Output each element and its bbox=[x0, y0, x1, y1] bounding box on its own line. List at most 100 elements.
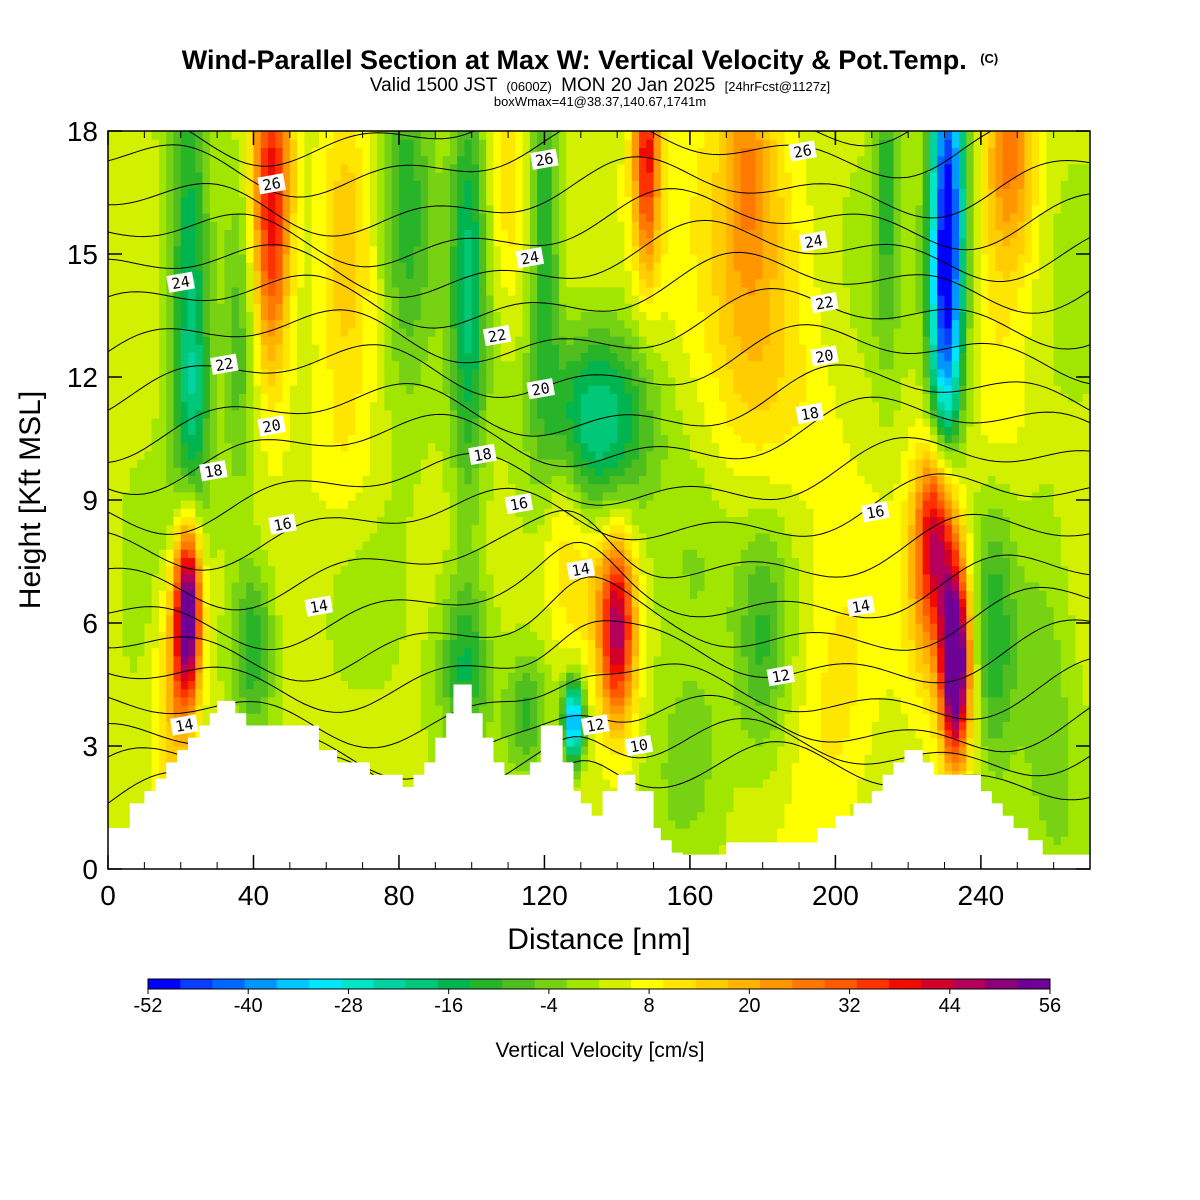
velocity-cell bbox=[391, 426, 400, 435]
velocity-cell bbox=[282, 311, 291, 321]
velocity-cell bbox=[420, 163, 429, 173]
velocity-cell bbox=[275, 532, 284, 542]
velocity-cell bbox=[188, 409, 196, 419]
velocity-cell bbox=[384, 614, 393, 624]
velocity-cell bbox=[231, 573, 240, 583]
velocity-cell bbox=[166, 172, 175, 181]
velocity-cell bbox=[108, 557, 116, 567]
velocity-cell bbox=[464, 336, 473, 345]
velocity-cell bbox=[202, 237, 211, 247]
velocity-cell bbox=[268, 377, 276, 386]
velocity-cell bbox=[486, 655, 495, 665]
velocity-cell bbox=[493, 705, 502, 714]
velocity-cell bbox=[318, 327, 327, 337]
velocity-cell bbox=[377, 459, 386, 468]
velocity-cell bbox=[144, 475, 153, 485]
velocity-cell bbox=[217, 573, 225, 583]
velocity-cell bbox=[478, 598, 487, 608]
velocity-cell bbox=[151, 213, 160, 222]
velocity-cell bbox=[180, 705, 189, 714]
velocity-cell bbox=[180, 631, 189, 640]
velocity-cell bbox=[471, 639, 480, 649]
velocity-cell bbox=[340, 286, 349, 296]
velocity-cell bbox=[129, 393, 138, 403]
velocity-cell bbox=[122, 467, 131, 476]
velocity-cell bbox=[369, 450, 378, 460]
velocity-cell bbox=[238, 401, 247, 411]
velocity-cell bbox=[144, 139, 153, 148]
velocity-cell bbox=[493, 614, 502, 624]
velocity-cell bbox=[478, 336, 487, 345]
velocity-cell bbox=[413, 508, 422, 517]
velocity-cell bbox=[297, 180, 305, 189]
velocity-cell bbox=[304, 631, 313, 640]
velocity-cell bbox=[224, 319, 233, 329]
velocity-cell bbox=[384, 680, 393, 690]
velocity-cell bbox=[209, 213, 218, 222]
velocity-cell bbox=[413, 163, 422, 173]
velocity-cell bbox=[318, 500, 327, 509]
velocity-cell bbox=[435, 262, 444, 271]
velocity-cell bbox=[137, 475, 145, 485]
velocity-cell bbox=[311, 393, 320, 403]
velocity-cell bbox=[144, 647, 153, 657]
velocity-cell bbox=[413, 368, 422, 378]
velocity-cell bbox=[304, 213, 313, 222]
velocity-cell bbox=[471, 188, 480, 198]
velocity-cell bbox=[108, 295, 116, 304]
velocity-cell bbox=[180, 368, 189, 378]
velocity-cell bbox=[209, 188, 218, 198]
velocity-cell bbox=[115, 549, 124, 558]
velocity-cell bbox=[238, 664, 247, 673]
velocity-cell bbox=[406, 770, 415, 780]
velocity-cell bbox=[297, 188, 305, 198]
velocity-cell bbox=[384, 163, 393, 173]
velocity-cell bbox=[486, 598, 495, 608]
velocity-cell bbox=[355, 549, 364, 558]
velocity-cell bbox=[442, 245, 451, 255]
velocity-cell bbox=[355, 573, 364, 583]
velocity-cell bbox=[195, 491, 204, 501]
velocity-cell bbox=[275, 360, 284, 370]
velocity-cell bbox=[471, 647, 480, 657]
velocity-cell bbox=[260, 705, 269, 714]
velocity-cell bbox=[435, 344, 444, 353]
velocity-cell bbox=[398, 573, 407, 583]
velocity-cell bbox=[188, 418, 196, 427]
velocity-cell bbox=[362, 327, 371, 337]
velocity-cell bbox=[253, 401, 262, 411]
velocity-cell bbox=[384, 573, 393, 583]
velocity-cell bbox=[471, 352, 480, 362]
velocity-cell bbox=[420, 237, 429, 247]
velocity-cell bbox=[413, 278, 422, 288]
velocity-cell bbox=[144, 221, 153, 230]
velocity-cell bbox=[435, 688, 444, 698]
velocity-cell bbox=[435, 172, 444, 181]
velocity-cell bbox=[158, 418, 167, 427]
velocity-cell bbox=[369, 762, 378, 772]
velocity-cell bbox=[326, 352, 335, 362]
velocity-cell bbox=[406, 147, 415, 157]
velocity-cell bbox=[238, 541, 247, 550]
velocity-cell bbox=[355, 163, 364, 173]
velocity-cell bbox=[202, 582, 211, 591]
velocity-cell bbox=[333, 295, 342, 304]
velocity-cell bbox=[108, 696, 116, 706]
velocity-cell bbox=[369, 467, 378, 476]
velocity-cell bbox=[348, 262, 356, 271]
velocity-cell bbox=[508, 639, 516, 649]
velocity-cell bbox=[493, 131, 502, 140]
velocity-cell bbox=[268, 360, 276, 370]
velocity-cell bbox=[471, 401, 480, 411]
velocity-cell bbox=[398, 606, 407, 616]
velocity-cell bbox=[384, 598, 393, 608]
velocity-cell bbox=[500, 746, 509, 755]
velocity-cell bbox=[137, 147, 145, 157]
velocity-cell bbox=[348, 746, 356, 755]
velocity-cell bbox=[260, 278, 269, 288]
velocity-cell bbox=[471, 229, 480, 239]
velocity-cell bbox=[333, 254, 342, 263]
velocity-cell bbox=[137, 770, 145, 780]
velocity-cell bbox=[166, 500, 175, 509]
velocity-cell bbox=[478, 172, 487, 181]
